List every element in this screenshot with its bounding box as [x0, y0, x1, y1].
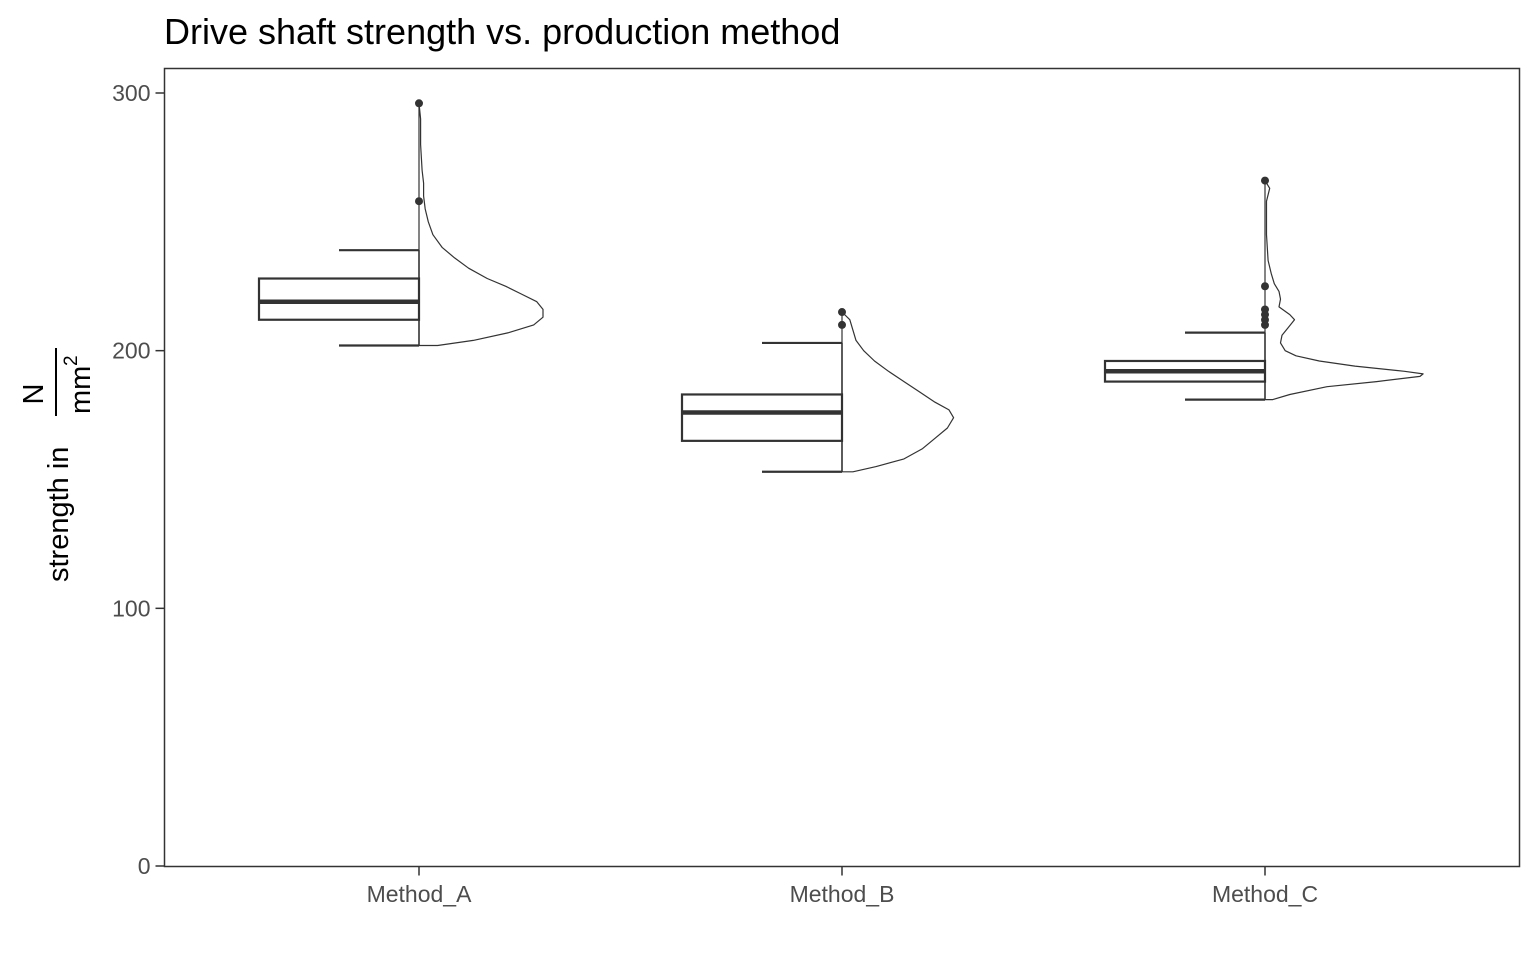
x-tick-label: Method_A [367, 881, 473, 907]
y-axis-label-prefix: strength in [43, 447, 75, 582]
outlier-point [415, 99, 423, 108]
outlier-layer [415, 99, 1269, 329]
y-axis-label-numerator: N [18, 384, 50, 405]
chart-title: Drive shaft strength vs. production meth… [164, 11, 840, 52]
outlier-point [415, 197, 423, 206]
y-axis-label: strength in N mm 2 [18, 348, 97, 582]
outlier-point [838, 308, 846, 317]
y-tick-label: 0 [138, 853, 151, 879]
density-Method_B [841, 311, 955, 473]
outlier-point [1261, 282, 1269, 291]
outlier-point [838, 320, 846, 329]
boxplot-Method_C [1103, 331, 1267, 401]
boxplot-Method_A [257, 249, 421, 347]
y-axis-label-denominator: mm [65, 366, 97, 414]
density-Method_A [418, 102, 544, 347]
y-axis: 0 100 200 300 [112, 80, 165, 879]
box [680, 393, 844, 442]
x-tick-label: Method_B [790, 881, 895, 907]
boxplot-layer [257, 249, 1267, 473]
boxplot-Method_B [680, 341, 844, 473]
x-tick-label: Method_C [1212, 881, 1318, 907]
x-axis: Method_A Method_B Method_C [367, 866, 1318, 907]
density-layer [418, 102, 1424, 473]
y-tick-label: 100 [112, 595, 150, 621]
y-tick-label: 200 [112, 338, 150, 364]
outlier-point [1261, 176, 1269, 185]
outlier-point [1261, 305, 1269, 314]
box [257, 277, 421, 321]
y-axis-label-exponent: 2 [61, 355, 82, 366]
y-tick-label: 300 [112, 80, 150, 106]
density-Method_C [1264, 180, 1424, 401]
